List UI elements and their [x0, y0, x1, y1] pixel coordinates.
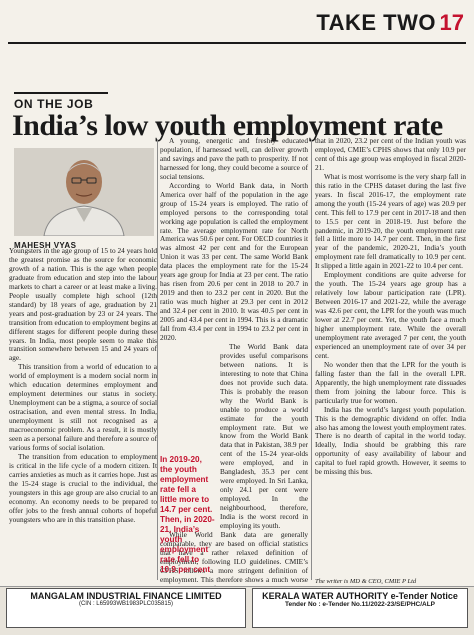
article-column-1: Youngsters in the age group of 15 to 24 …	[9, 246, 157, 525]
paragraph: The World Bank data provides useful comp…	[220, 341, 308, 530]
author-photo	[14, 148, 154, 236]
column-divider	[311, 140, 312, 580]
paragraph: that in 2020, 23.2 per cent of the India…	[315, 136, 466, 172]
column-kicker: ON THE JOB	[14, 97, 94, 111]
header-divider	[8, 42, 466, 44]
kicker-divider	[14, 92, 108, 94]
author-byline: MAHESH VYAS	[14, 241, 77, 250]
section-header: TAKE TWO 17	[0, 0, 474, 48]
ad-org-name: KERALA WATER AUTHORITY e-Tender Notice	[262, 591, 458, 601]
article-column-2: A young, energetic and freshly educated …	[160, 136, 308, 603]
paragraph: A young, energetic and freshly educated …	[160, 136, 308, 181]
author-credit: The writer is MD & CEO, CMIE P Ltd	[315, 578, 417, 585]
ad-cin: (CIN : L65993WB1983PLC035815)	[78, 601, 174, 607]
ad-company-name: MANGALAM INDUSTRIAL FINANCE LIMITED	[30, 591, 222, 601]
pull-quote: In 2019-20, the youth employment rate fe…	[160, 455, 215, 574]
article-headline: India’s low youth employment rate	[12, 109, 443, 142]
paragraph: India has the world’s largest youth popu…	[315, 404, 466, 477]
ad-tender-number: Tender No : e-Tender No.11/2022-23/SE/PH…	[284, 601, 436, 608]
paragraph: Youngsters in the age group of 15 to 24 …	[9, 246, 157, 363]
article-column-3: that in 2020, 23.2 per cent of the India…	[315, 136, 466, 477]
paragraph: Employment conditions are quite adverse …	[315, 270, 466, 360]
paragraph: What is most worrisome is the very sharp…	[315, 171, 466, 271]
page-number: 17	[439, 10, 464, 35]
section-title: TAKE TWO	[316, 10, 436, 35]
paragraph: This transition from a world of educatio…	[9, 362, 157, 452]
column-divider	[157, 140, 158, 580]
paragraph: According to World Bank data, in North A…	[160, 180, 308, 342]
ad-mangalam: MANGALAM INDUSTRIAL FINANCE LIMITED (CIN…	[6, 588, 246, 628]
author-portrait-icon	[14, 148, 154, 236]
paragraph: No wonder then that the LPR for the yout…	[315, 359, 466, 405]
ad-kerala-water: KERALA WATER AUTHORITY e-Tender Notice T…	[252, 588, 468, 628]
paragraph: The transition from education to employm…	[9, 451, 157, 524]
